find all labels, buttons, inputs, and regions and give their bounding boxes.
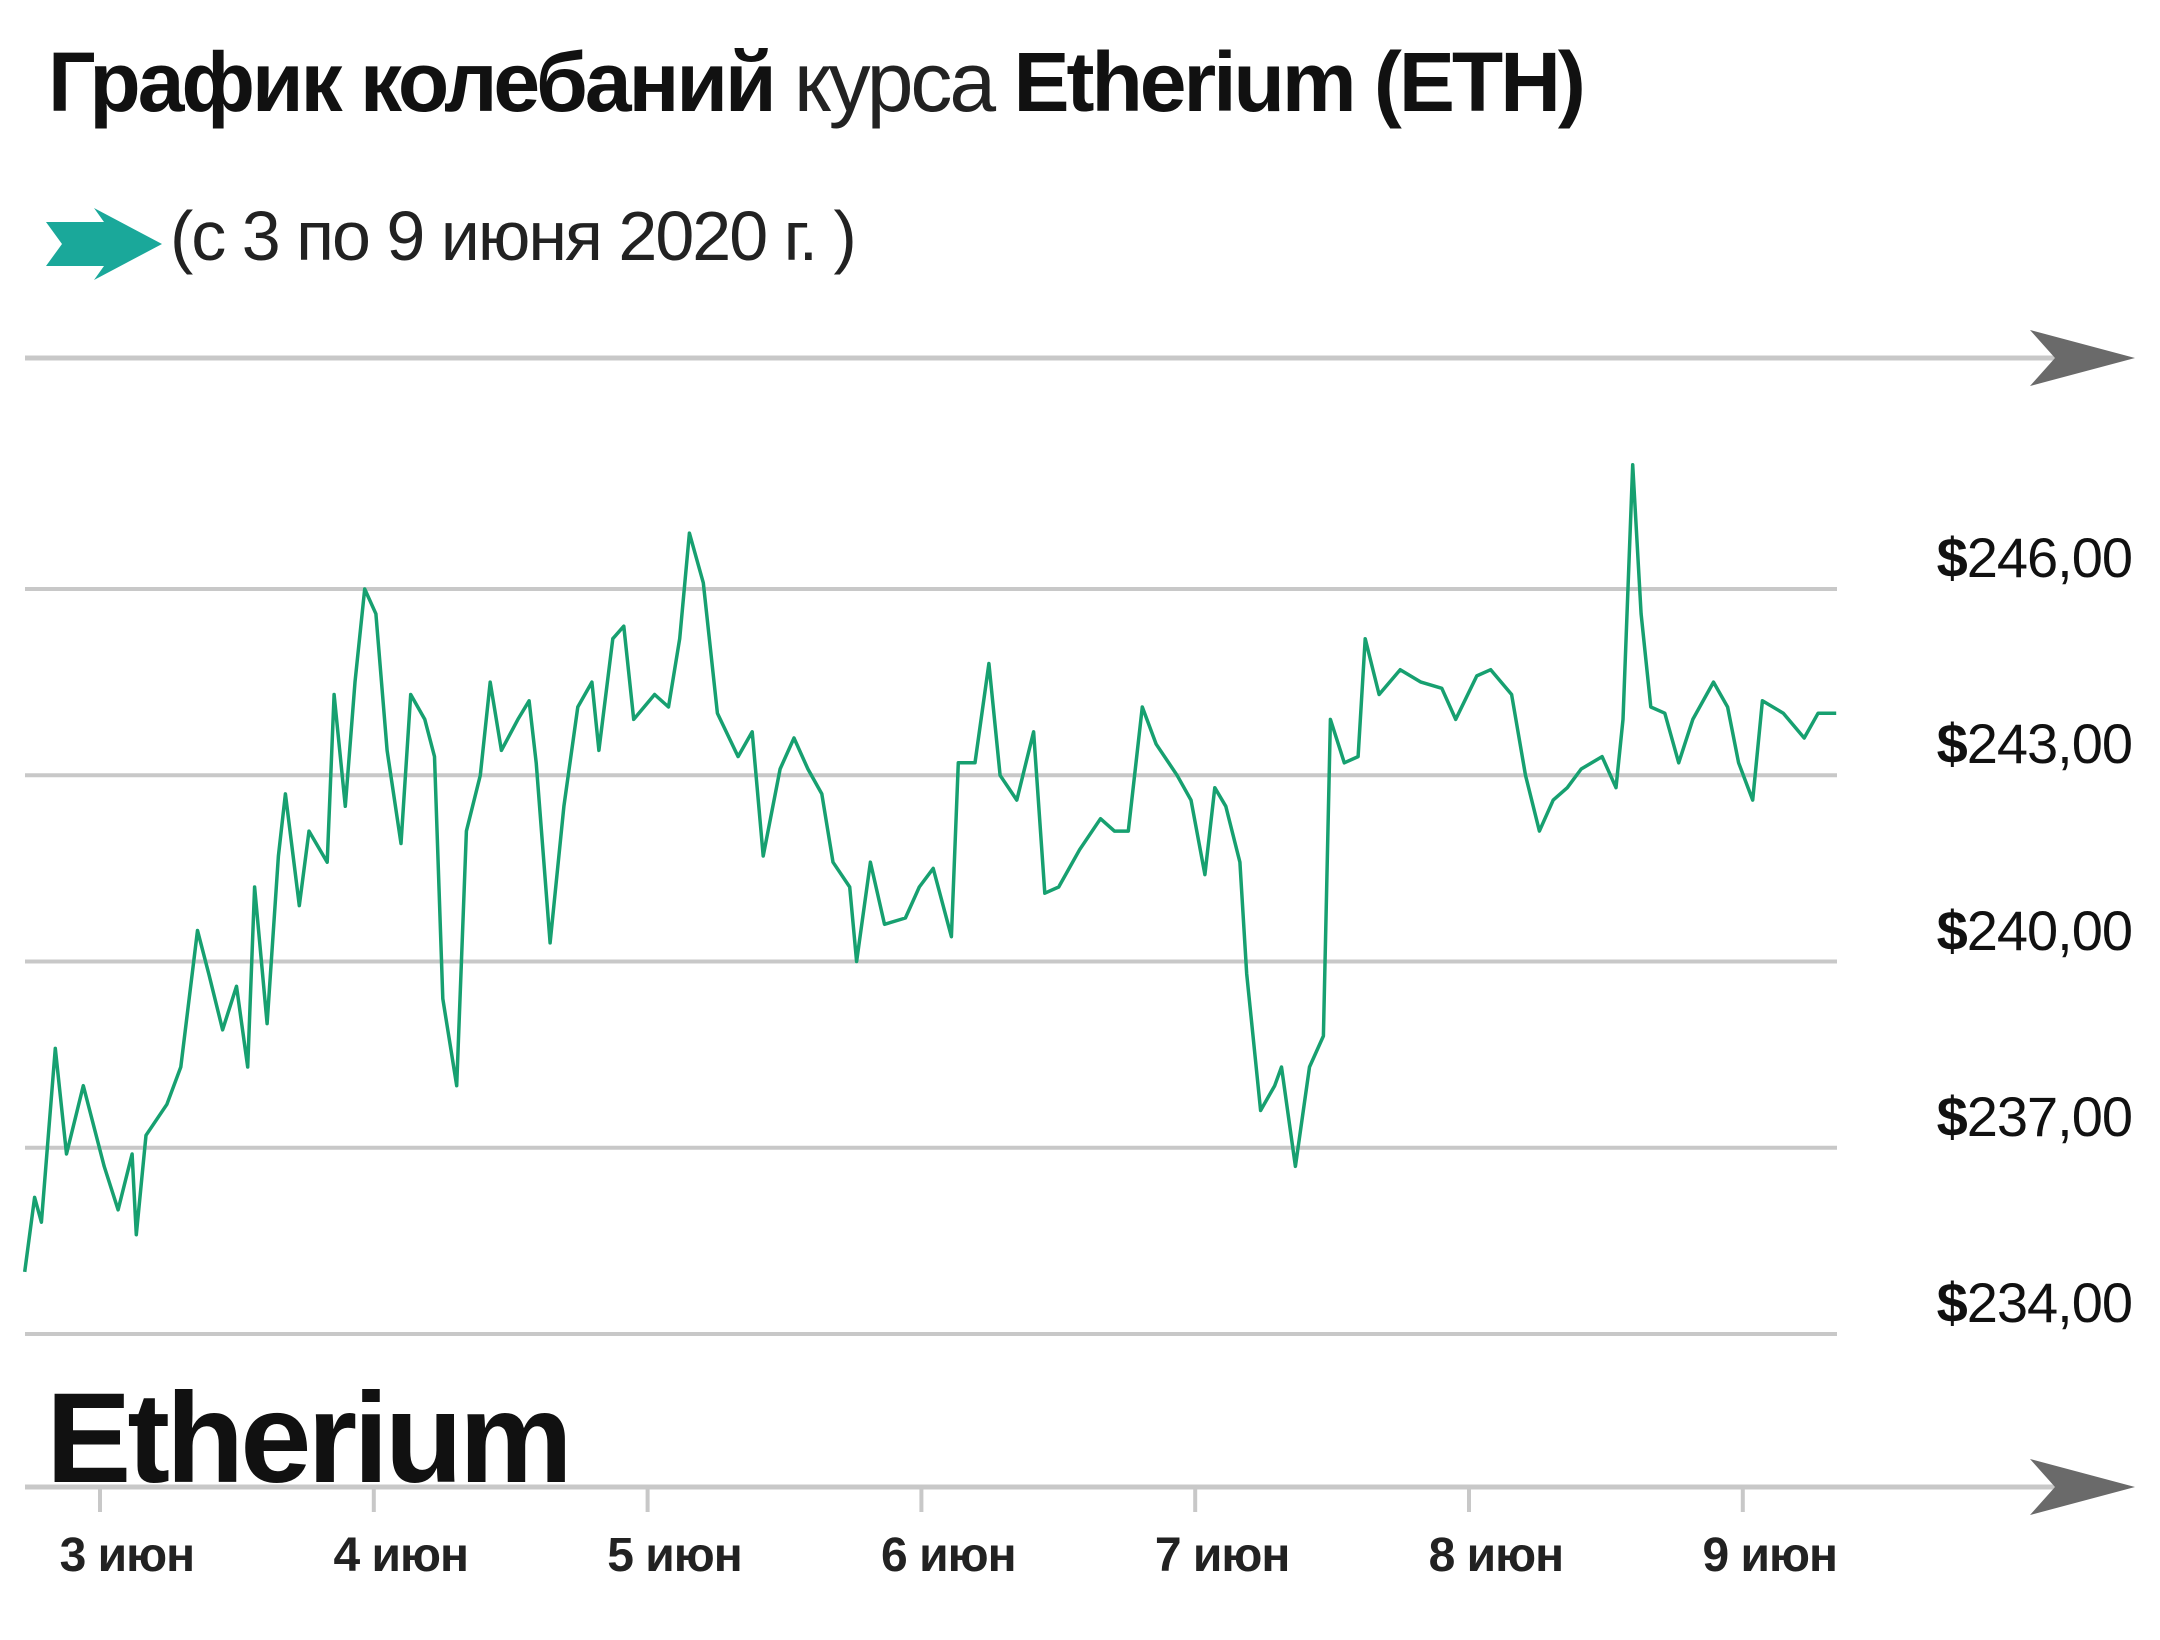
currency-symbol: $ bbox=[1936, 1271, 1968, 1334]
top-arrow-line bbox=[25, 330, 2135, 386]
arrow-right-icon bbox=[46, 208, 162, 280]
y-tick-label: $246,00 bbox=[1936, 525, 2133, 590]
arrowhead-icon bbox=[2030, 330, 2135, 386]
title-part-bold-2: Etherium (ETH) bbox=[1013, 35, 1585, 129]
y-tick-label: $234,00 bbox=[1936, 1270, 2133, 1335]
y-tick-label: $237,00 bbox=[1936, 1084, 2133, 1149]
currency-symbol: $ bbox=[1936, 1084, 1968, 1148]
title-part-bold: График колебаний bbox=[48, 35, 777, 129]
brand-label: Etherium bbox=[46, 1367, 573, 1510]
chart-title: График колебаний курса Etherium (ETH) bbox=[48, 34, 1586, 131]
y-tick-value: 243,00 bbox=[1966, 712, 2133, 776]
series-line bbox=[22, 463, 1837, 1273]
currency-symbol: $ bbox=[1936, 526, 1968, 589]
currency-symbol: $ bbox=[1936, 712, 1968, 776]
x-tick-label: 7 июн bbox=[1154, 1529, 1291, 1582]
y-tick-value: 246,00 bbox=[1966, 526, 2133, 589]
arrowhead-icon bbox=[2030, 1459, 2135, 1515]
x-tick-label: 5 июн bbox=[607, 1529, 743, 1582]
y-tick-value: 234,00 bbox=[1966, 1271, 2133, 1334]
x-tick-label: 6 июн bbox=[881, 1529, 1017, 1582]
x-tick-label: 3 июн bbox=[59, 1529, 196, 1582]
x-tick-label: 9 июн bbox=[1702, 1529, 1838, 1582]
currency-symbol: $ bbox=[1936, 898, 1968, 962]
y-tick-label: $243,00 bbox=[1936, 711, 2133, 776]
y-tick-value: 240,00 bbox=[1966, 898, 2133, 962]
title-part-normal: курса bbox=[793, 35, 996, 129]
chart-subtitle: (с 3 по 9 июня 2020 г. ) bbox=[170, 197, 857, 275]
x-tick-label: 4 июн bbox=[333, 1529, 469, 1582]
x-tick-label: 8 июн bbox=[1428, 1529, 1565, 1582]
y-tick-label: $240,00 bbox=[1936, 898, 2133, 963]
y-tick-value: 237,00 bbox=[1966, 1084, 2133, 1148]
x-axis bbox=[25, 1459, 2135, 1515]
